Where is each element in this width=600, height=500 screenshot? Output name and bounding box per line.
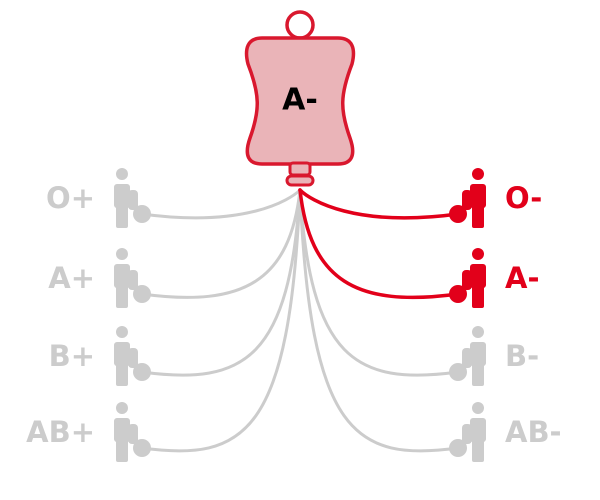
hand-connector-icon bbox=[133, 285, 151, 303]
person-torso-icon bbox=[114, 342, 130, 366]
hand-connector-icon bbox=[133, 363, 151, 381]
person-head-icon bbox=[116, 402, 128, 414]
person-head-icon bbox=[472, 248, 484, 260]
person-head-icon bbox=[116, 168, 128, 180]
hand-connector-icon bbox=[449, 285, 467, 303]
recipient-blood-type-label: O+ bbox=[46, 181, 95, 215]
tube-o-neg bbox=[298, 188, 460, 220]
person-head-icon bbox=[472, 326, 484, 338]
tube-ab-neg bbox=[298, 188, 460, 453]
person-legs-icon bbox=[116, 206, 128, 228]
recipients-layer: O+ A+ B+ AB+ O- A- B- AB- bbox=[26, 168, 562, 462]
person-legs-icon bbox=[116, 364, 128, 386]
person-legs-icon bbox=[472, 440, 484, 462]
person-legs-icon bbox=[472, 206, 484, 228]
tube-ab-pos bbox=[140, 188, 302, 453]
tube-a-neg bbox=[298, 188, 460, 300]
person-head-icon bbox=[472, 402, 484, 414]
person-arm-icon bbox=[128, 424, 138, 444]
person-torso-icon bbox=[470, 264, 486, 288]
recipient-O-: O- bbox=[449, 168, 542, 228]
tube-a-pos bbox=[140, 188, 302, 299]
recipient-AB-: AB- bbox=[449, 402, 562, 462]
person-legs-icon bbox=[472, 286, 484, 308]
tube-b-pos bbox=[140, 188, 302, 377]
person-arm-icon bbox=[128, 270, 138, 290]
recipient-blood-type-label: B- bbox=[505, 339, 539, 373]
bag-body-shape bbox=[244, 36, 356, 166]
person-arm-icon bbox=[462, 190, 472, 210]
hand-connector-icon bbox=[449, 205, 467, 223]
hand-connector-icon bbox=[133, 439, 151, 457]
recipient-A+: A+ bbox=[48, 248, 151, 308]
bag-blood-type-label: A- bbox=[282, 83, 318, 118]
bag-hanger-ring-icon bbox=[285, 10, 315, 40]
blood-bag: A- bbox=[244, 10, 356, 187]
person-arm-icon bbox=[128, 190, 138, 210]
person-torso-icon bbox=[114, 418, 130, 442]
recipient-O+: O+ bbox=[46, 168, 151, 228]
person-torso-icon bbox=[114, 264, 130, 288]
person-legs-icon bbox=[116, 286, 128, 308]
person-arm-icon bbox=[462, 424, 472, 444]
person-head-icon bbox=[116, 248, 128, 260]
person-arm-icon bbox=[462, 270, 472, 290]
recipient-B-: B- bbox=[449, 326, 539, 386]
person-head-icon bbox=[472, 168, 484, 180]
hand-connector-icon bbox=[449, 439, 467, 457]
recipient-blood-type-label: B+ bbox=[49, 339, 95, 373]
recipient-A-: A- bbox=[449, 248, 539, 308]
recipient-blood-type-label: A- bbox=[505, 261, 539, 295]
recipient-B+: B+ bbox=[49, 326, 151, 386]
person-arm-icon bbox=[462, 348, 472, 368]
person-torso-icon bbox=[470, 342, 486, 366]
tubes-layer bbox=[140, 188, 460, 453]
recipient-AB+: AB+ bbox=[26, 402, 151, 462]
tube-b-neg bbox=[298, 188, 460, 377]
recipient-blood-type-label: O- bbox=[505, 181, 542, 215]
bag-neck bbox=[288, 161, 312, 177]
recipient-blood-type-label: A+ bbox=[48, 261, 95, 295]
bag-port bbox=[285, 174, 315, 187]
person-torso-icon bbox=[470, 418, 486, 442]
person-torso-icon bbox=[470, 184, 486, 208]
person-head-icon bbox=[116, 326, 128, 338]
hand-connector-icon bbox=[133, 205, 151, 223]
tube-o-pos bbox=[140, 188, 302, 220]
person-torso-icon bbox=[114, 184, 130, 208]
person-arm-icon bbox=[128, 348, 138, 368]
recipient-blood-type-label: AB- bbox=[505, 415, 562, 449]
recipient-blood-type-label: AB+ bbox=[26, 415, 95, 449]
hand-connector-icon bbox=[449, 363, 467, 381]
person-legs-icon bbox=[116, 440, 128, 462]
person-legs-icon bbox=[472, 364, 484, 386]
